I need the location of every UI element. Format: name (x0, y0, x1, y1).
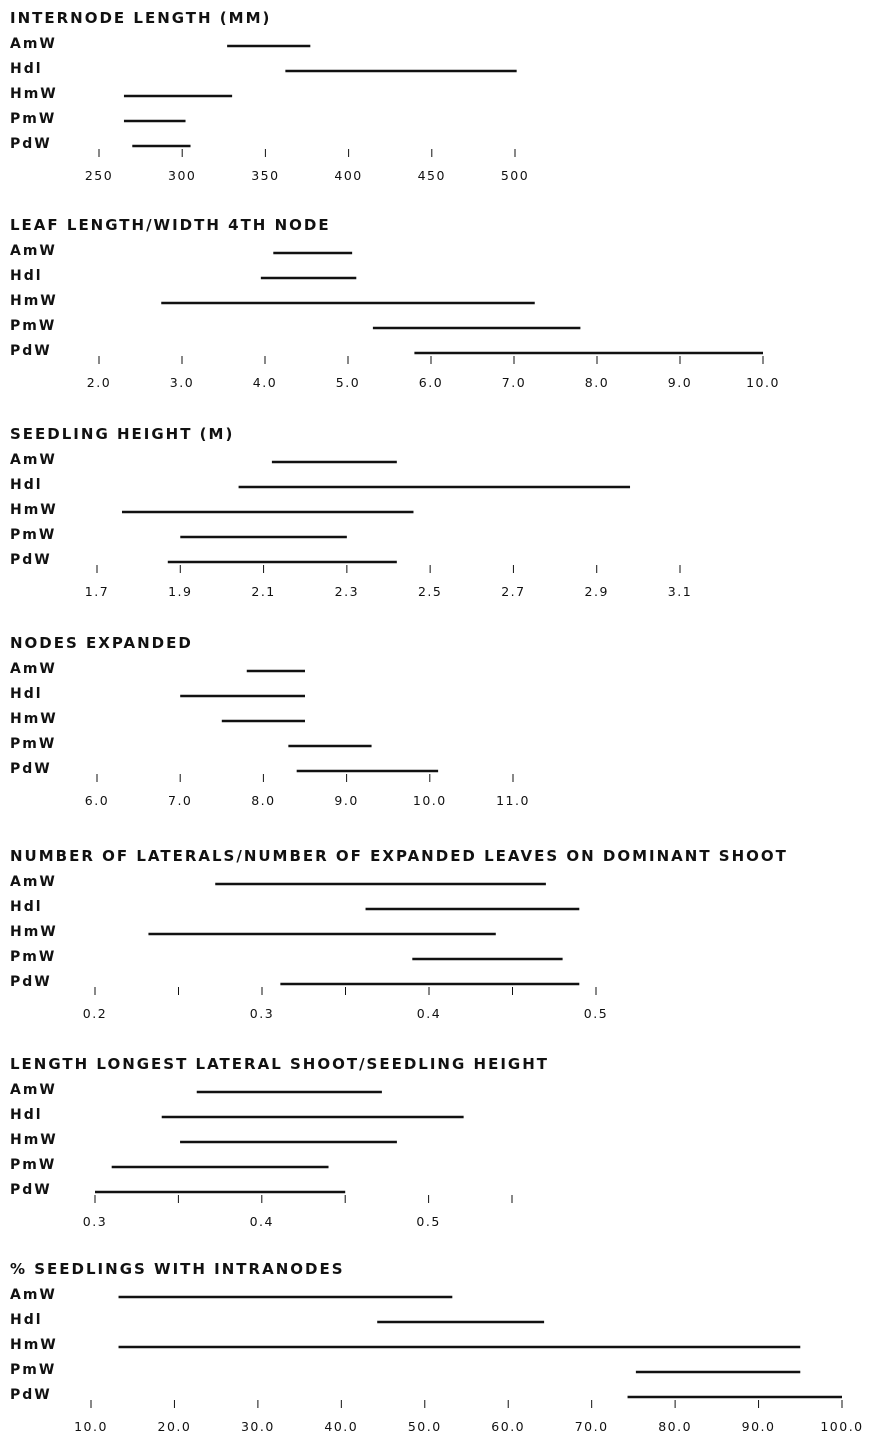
series-label: HmW (10, 711, 58, 727)
axis-tick-label: 350 (251, 168, 279, 183)
series-label: AmW (10, 1287, 57, 1303)
axis-tick-label: 0.4 (250, 1214, 274, 1229)
axis-tick-label: 0.5 (416, 1214, 440, 1229)
series-label: HmW (10, 86, 58, 102)
axis-tick-label: 6.0 (419, 375, 443, 390)
series-label: HmW (10, 924, 58, 940)
series-label: PdW (10, 1182, 52, 1198)
axis-tick-label: 60.0 (491, 1419, 525, 1434)
series-label: PmW (10, 1157, 56, 1173)
series-label: Hdl (10, 268, 43, 284)
axis-tick-label: 8.0 (585, 375, 609, 390)
axis-tick-label: 7.0 (502, 375, 526, 390)
axis-tick-label: 250 (85, 168, 113, 183)
series-label: HmW (10, 1132, 58, 1148)
panel-title: NUMBER OF LATERALS/NUMBER OF EXPANDED LE… (10, 847, 788, 865)
axis-tick-label: 10.0 (746, 375, 780, 390)
series-label: AmW (10, 243, 57, 259)
series-label: Hdl (10, 1107, 43, 1123)
axis-tick-label: 30.0 (241, 1419, 275, 1434)
axis-tick-label: 0.5 (584, 1006, 608, 1021)
axis-tick-label: 100.0 (820, 1419, 863, 1434)
axis-tick-label: 9.0 (668, 375, 692, 390)
axis-tick-label: 1.9 (168, 584, 192, 599)
axis-tick-label: 2.3 (335, 584, 359, 599)
series-label: HmW (10, 293, 58, 309)
axis-tick-label: 70.0 (575, 1419, 609, 1434)
panel-title: LEAF LENGTH/WIDTH 4TH NODE (10, 216, 331, 234)
axis-tick-label: 11.0 (496, 793, 530, 808)
series-label: AmW (10, 1082, 57, 1098)
series-label: PmW (10, 736, 56, 752)
panel-title: SEEDLING HEIGHT (M) (10, 425, 234, 443)
series-label: PmW (10, 1362, 56, 1378)
panel-title: NODES EXPANDED (10, 634, 193, 652)
axis-tick-label: 50.0 (408, 1419, 442, 1434)
axis-tick-label: 90.0 (742, 1419, 776, 1434)
axis-tick-label: 10.0 (74, 1419, 108, 1434)
series-label: PmW (10, 318, 56, 334)
series-label: PdW (10, 1387, 52, 1403)
axis-tick-label: 400 (334, 168, 362, 183)
series-label: AmW (10, 36, 57, 52)
series-label: AmW (10, 874, 57, 890)
series-label: PdW (10, 552, 52, 568)
series-label: PdW (10, 761, 52, 777)
axis-tick-label: 0.4 (417, 1006, 441, 1021)
series-label: PdW (10, 136, 52, 152)
series-label: PmW (10, 949, 56, 965)
axis-tick-label: 5.0 (336, 375, 360, 390)
axis-tick-label: 0.2 (83, 1006, 107, 1021)
axis-tick-label: 0.3 (250, 1006, 274, 1021)
series-label: AmW (10, 452, 57, 468)
series-label: HmW (10, 502, 58, 518)
axis-tick-label: 1.7 (85, 584, 109, 599)
series-label: PmW (10, 111, 56, 127)
axis-tick-label: 300 (168, 168, 196, 183)
series-label: AmW (10, 661, 57, 677)
panel-title: INTERNODE LENGTH (MM) (10, 9, 271, 27)
axis-tick-label: 6.0 (85, 793, 109, 808)
axis-tick-label: 9.0 (334, 793, 358, 808)
series-label: Hdl (10, 686, 43, 702)
series-label: Hdl (10, 477, 43, 493)
series-label: PmW (10, 527, 56, 543)
panel-title: % SEEDLINGS WITH INTRANODES (10, 1260, 345, 1278)
axis-tick-label: 8.0 (251, 793, 275, 808)
series-label: PdW (10, 974, 52, 990)
axis-tick-label: 450 (418, 168, 446, 183)
axis-tick-label: 0.3 (83, 1214, 107, 1229)
series-label: Hdl (10, 899, 43, 915)
axis-tick-label: 500 (501, 168, 529, 183)
axis-tick-label: 80.0 (658, 1419, 692, 1434)
axis-tick-label: 2.5 (418, 584, 442, 599)
axis-tick-label: 2.7 (501, 584, 525, 599)
axis-tick-label: 3.1 (668, 584, 692, 599)
series-label: PdW (10, 343, 52, 359)
axis-tick-label: 3.0 (170, 375, 194, 390)
axis-tick-label: 7.0 (168, 793, 192, 808)
axis-tick-label: 40.0 (324, 1419, 358, 1434)
series-label: Hdl (10, 61, 43, 77)
series-label: Hdl (10, 1312, 43, 1328)
series-label: HmW (10, 1337, 58, 1353)
axis-tick-label: 2.9 (585, 584, 609, 599)
panel-title: LENGTH LONGEST LATERAL SHOOT/SEEDLING HE… (10, 1055, 549, 1073)
axis-tick-label: 10.0 (413, 793, 447, 808)
axis-tick-label: 4.0 (253, 375, 277, 390)
axis-tick-label: 2.1 (251, 584, 275, 599)
axis-tick-label: 2.0 (87, 375, 111, 390)
axis-tick-label: 20.0 (158, 1419, 192, 1434)
